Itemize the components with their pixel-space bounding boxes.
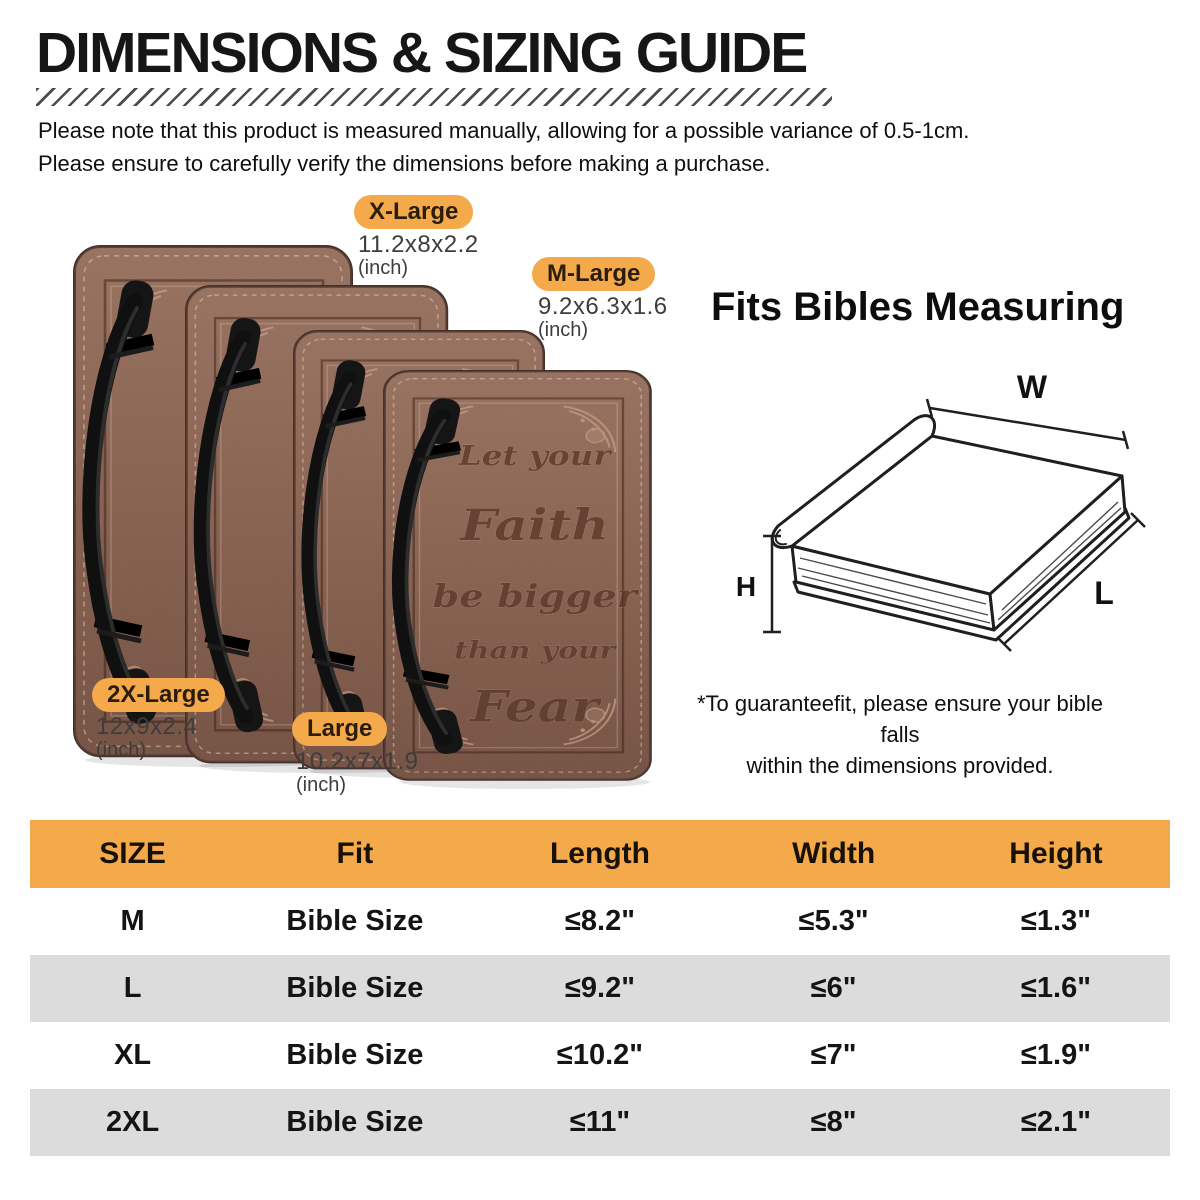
book-spine: [770, 414, 937, 549]
bible-dimensions-diagram: W H L: [736, 369, 1146, 652]
book-back-cover-edge: [792, 506, 1131, 642]
col-header-fit: Fit: [336, 837, 374, 870]
size-unit-2xlarge: (inch): [96, 739, 147, 761]
cover-quote-line: Let your: [458, 441, 613, 472]
size-table: SIZE Fit Length Width Height M Bible Siz…: [30, 820, 1170, 1156]
size-label-2xlarge: 2X-Large: [92, 678, 225, 712]
size-dims-2xlarge: 12x9x2.4: [96, 713, 198, 740]
fit-footnote: *To guaranteefit, please ensure your bib…: [684, 688, 1116, 781]
fits-heading: Fits Bibles Measuring: [711, 285, 1125, 329]
cell-width: ≤7": [810, 1039, 857, 1071]
cover-quote-line: Faith: [458, 500, 609, 550]
cell-fit: Bible Size: [286, 1106, 424, 1138]
dimension-label-w: W: [1017, 369, 1048, 405]
size-dims-mlarge: 9.2x6.3x1.6: [538, 293, 668, 320]
cell-height: ≤1.9": [1020, 1039, 1091, 1071]
cell-width: ≤5.3": [798, 905, 869, 937]
table-row-l: L Bible Size ≤9.2" ≤6" ≤1.6": [30, 955, 1170, 1022]
cell-width: ≤6": [810, 972, 857, 1004]
hatch-divider: [36, 88, 832, 106]
measurement-note-line1: Please note that this product is measure…: [38, 118, 970, 143]
cell-height: ≤1.3": [1020, 905, 1091, 937]
cell-fit: Bible Size: [286, 972, 424, 1004]
size-dims-xlarge: 11.2x8x2.2: [358, 231, 479, 258]
cell-size: M: [120, 905, 145, 937]
size-label-large: Large: [292, 712, 388, 746]
cell-fit: Bible Size: [286, 905, 424, 937]
size-table-header-row: SIZE Fit Length Width Height: [30, 820, 1170, 888]
cell-size: L: [123, 972, 142, 1004]
size-unit-mlarge: (inch): [538, 319, 589, 341]
table-row-m: M Bible Size ≤8.2" ≤5.3" ≤1.3": [30, 888, 1170, 955]
col-header-height: Height: [1009, 837, 1103, 870]
cell-width: ≤8": [810, 1106, 857, 1138]
col-header-length: Length: [549, 837, 650, 870]
page-title: DIMENSIONS & SIZING GUIDE: [36, 21, 808, 85]
dimension-line-height: [763, 534, 781, 634]
cell-length: ≤9.2": [564, 972, 635, 1004]
cell-length: ≤10.2": [556, 1039, 644, 1071]
cover-quote-line: Fear: [469, 682, 602, 732]
cell-size: 2XL: [106, 1106, 160, 1138]
table-row-2xl: 2XL Bible Size ≤11" ≤8" ≤2.1": [30, 1089, 1170, 1156]
cover-quote-line: than your: [454, 636, 617, 665]
cell-height: ≤1.6": [1020, 972, 1091, 1004]
cell-fit: Bible Size: [286, 1039, 424, 1071]
measurement-note-line2: Please ensure to carefully verify the di…: [38, 151, 771, 176]
product-covers-illustration: Let your Faith be bigger than your Fear: [40, 208, 700, 789]
size-label-mlarge: M-Large: [532, 257, 656, 291]
dimension-line-length: [996, 512, 1146, 652]
size-unit-xlarge: (inch): [358, 257, 409, 279]
cover-embossed-quote: Let your Faith be bigger than your Fear: [432, 440, 640, 732]
table-row-xl: XL Bible Size ≤10.2" ≤7" ≤1.9": [30, 1022, 1170, 1089]
dimension-label-l: L: [1094, 575, 1114, 611]
col-header-size: SIZE: [99, 837, 166, 870]
cell-size: XL: [114, 1039, 152, 1071]
dimension-label-h: H: [736, 571, 756, 602]
cell-length: ≤11": [569, 1106, 631, 1138]
size-unit-large: (inch): [296, 774, 347, 796]
cell-length: ≤8.2": [564, 905, 635, 937]
cover-quote-line: be bigger: [432, 578, 639, 615]
size-dims-large: 10.2x7x1.9: [296, 748, 419, 775]
col-header-width: Width: [792, 837, 876, 870]
cell-height: ≤2.1": [1020, 1106, 1091, 1138]
dimension-line-width: [925, 398, 1130, 450]
measurement-note: Please note that this product is measure…: [38, 114, 969, 180]
fit-footnote-line2: within the dimensions provided.: [746, 753, 1054, 778]
size-label-xlarge: X-Large: [354, 195, 474, 229]
fit-footnote-line1: *To guaranteefit, please ensure your bib…: [696, 691, 1104, 747]
